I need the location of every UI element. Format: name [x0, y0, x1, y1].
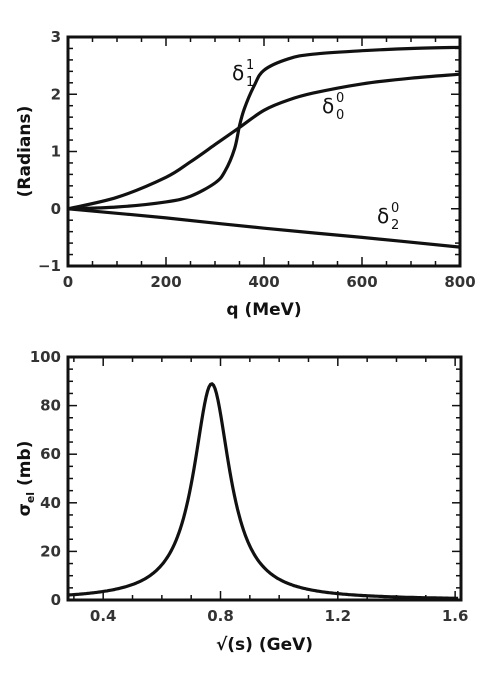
curve-sub: 0 — [336, 108, 344, 123]
y-tick-label: 3 — [51, 28, 61, 46]
y-tick-label: 1 — [51, 143, 61, 161]
y-tick-label: 20 — [40, 542, 61, 560]
x-tick-label: 800 — [444, 273, 475, 291]
curve-symbol: δ — [322, 94, 334, 118]
curve-sup: 1 — [246, 58, 254, 73]
y-tick-label: 80 — [40, 397, 61, 415]
curve-sub: 2 — [391, 218, 399, 233]
y-axis-title-unit: (mb) — [15, 441, 35, 492]
y-tick-label: 40 — [40, 494, 61, 512]
curve-sub: 1 — [246, 75, 254, 90]
y-tick-label: 0 — [51, 200, 61, 218]
y-tick-label: 2 — [51, 85, 61, 103]
curve-delta-2-0 — [67, 207, 461, 249]
x-tick-label: 400 — [248, 273, 279, 291]
x-tick-label: 200 — [150, 273, 181, 291]
y-axis-title: (Radians) — [15, 106, 35, 198]
chart-2: 0.4 0.8 1.2 1.6 0 20 40 60 80 100 √(s) (GeV) σel (m… — [15, 348, 468, 655]
y-tick-label: 60 — [40, 445, 61, 463]
x-tick-label: 600 — [346, 273, 377, 291]
x-tick-label: 0 — [63, 273, 73, 291]
y-tick-label: 0 — [51, 591, 61, 609]
curve-delta-0-0 — [67, 72, 461, 211]
curve-symbol: δ — [377, 204, 389, 228]
curve-symbol: δ — [232, 61, 244, 85]
curve-sup: 0 — [391, 201, 399, 216]
curve-sup: 0 — [336, 91, 344, 106]
x-axis-title: √(s) (GeV) — [216, 635, 313, 655]
y-axis-title: σel (mb) — [15, 441, 37, 517]
y-axis-title-sub: el — [24, 492, 37, 503]
y-axis-title-symbol: σ — [15, 503, 35, 516]
curve-sigma-el — [67, 382, 459, 600]
curve-delta-1-1 — [67, 45, 461, 211]
label-delta-1-1: δ 1 1 — [232, 58, 254, 90]
x-axis-title: q (MeV) — [226, 300, 301, 320]
x-tick-label: 0.8 — [207, 607, 234, 625]
label-delta-0-0: δ 0 0 — [322, 91, 344, 123]
x-tick-label: 1.2 — [325, 607, 352, 625]
y-tick-label: −1 — [38, 257, 61, 275]
x-tick-label: 0.4 — [90, 607, 117, 625]
x-tick-label: 1.6 — [442, 607, 469, 625]
plot-frame — [66, 355, 463, 602]
y-tick-label: 100 — [30, 348, 61, 366]
label-delta-2-0: δ 0 2 — [377, 201, 399, 233]
